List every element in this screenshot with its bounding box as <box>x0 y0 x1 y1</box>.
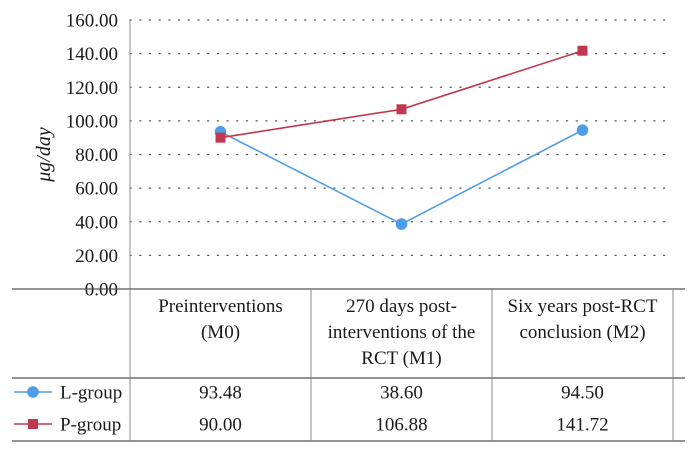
x-category-label: Preinterventions <box>158 296 283 317</box>
data-table-cell: 106.88 <box>375 415 427 436</box>
y-tick-label: 20.00 <box>75 246 118 267</box>
legend-marker-p-group <box>28 419 38 429</box>
y-tick-label: 120.00 <box>66 78 118 99</box>
data-point-p-group <box>215 132 226 143</box>
y-tick-label: 80.00 <box>75 145 118 166</box>
series-line-p-group <box>220 49 583 139</box>
y-tick-label: 100.00 <box>66 111 118 132</box>
y-tick-label: 160.00 <box>66 11 118 32</box>
data-point-p-group <box>577 45 588 56</box>
y-tick-label: 0.00 <box>85 280 118 301</box>
data-table-cell: 94.50 <box>561 383 604 404</box>
y-axis-title: μg/day <box>33 127 55 183</box>
x-category-label: 270 days post- <box>346 296 457 317</box>
x-category-label: Six years post-RCT <box>508 296 658 317</box>
x-category-label: RCT (M1) <box>361 348 441 369</box>
legend-label: P-group <box>60 415 121 436</box>
x-category-label: conclusion (M2) <box>519 322 645 343</box>
data-table-cell: 141.72 <box>556 415 608 436</box>
x-category-label: (M0) <box>201 322 240 343</box>
y-tick-label: 40.00 <box>75 212 118 233</box>
series-line-l-group <box>220 129 583 226</box>
legend-label: L-group <box>60 383 122 404</box>
y-tick-label: 140.00 <box>66 44 118 65</box>
data-point-l-group <box>576 124 589 136</box>
legend-marker-l-group <box>27 386 39 398</box>
data-point-l-group <box>395 218 408 230</box>
data-table-cell: 90.00 <box>199 415 242 436</box>
data-table-cell: 38.60 <box>380 383 423 404</box>
data-table-cell: 93.48 <box>199 383 242 404</box>
y-tick-label: 60.00 <box>75 179 118 200</box>
data-point-p-group <box>396 104 407 115</box>
x-category-label: interventions of the <box>328 322 476 343</box>
